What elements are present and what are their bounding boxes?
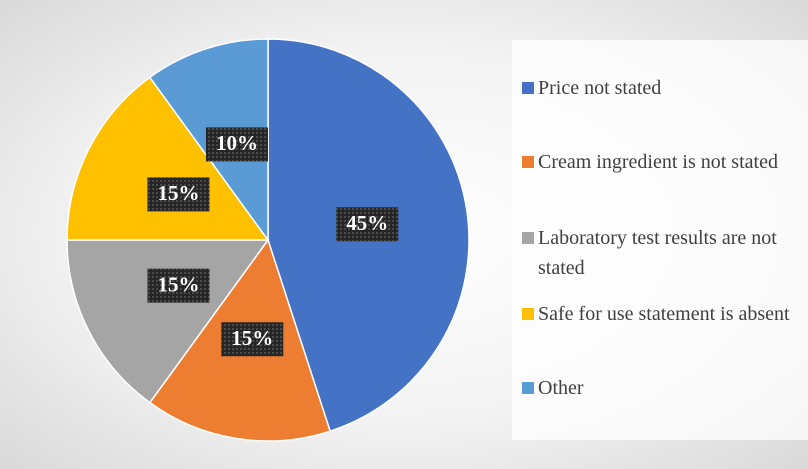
- legend-item: Safe for use statement is absent: [522, 299, 802, 329]
- legend-label: Cream ingredient is not stated: [538, 151, 778, 173]
- data-label-box: [147, 177, 210, 212]
- legend-item: Price not stated: [522, 73, 802, 103]
- data-label: 10%: [216, 131, 258, 155]
- pie-slice: [66, 239, 270, 404]
- legend-swatch: [522, 156, 534, 168]
- legend-label: Safe for use statement is absent: [538, 303, 790, 325]
- legend: Price not stated Cream ingredient is not …: [512, 40, 808, 440]
- pie-slice: [66, 76, 270, 241]
- legend-item: Other: [522, 373, 802, 403]
- data-label: 15%: [231, 326, 273, 350]
- legend-label: Price not stated: [538, 77, 662, 99]
- legend-swatch: [522, 82, 534, 94]
- data-label-box: [336, 207, 399, 242]
- legend-swatch: [522, 382, 534, 394]
- data-label-box: [147, 268, 210, 303]
- legend-swatch: [522, 232, 534, 244]
- legend-label: Other: [538, 377, 584, 399]
- data-label-box: [221, 322, 284, 357]
- legend-swatch: [522, 308, 534, 320]
- legend-label: Laboratory test results are not stated: [538, 227, 777, 279]
- legend-item: Cream ingredient is not stated: [522, 147, 802, 177]
- data-label-box: [205, 127, 268, 162]
- data-label: 15%: [157, 272, 199, 296]
- data-label: 15%: [157, 181, 199, 205]
- legend-item: Laboratory test results are not stated: [522, 223, 802, 283]
- data-label: 45%: [346, 211, 388, 235]
